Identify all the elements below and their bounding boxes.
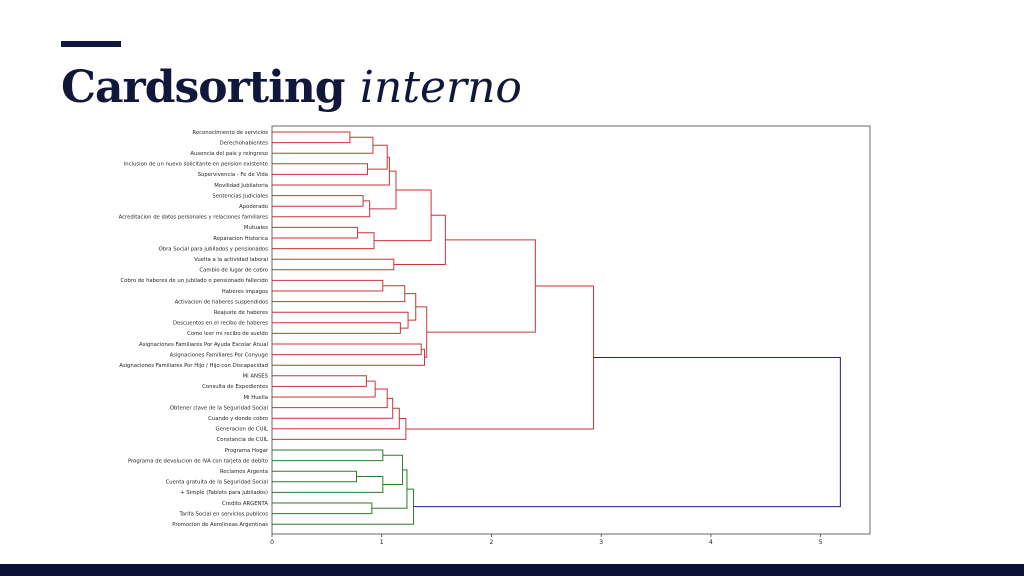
title-italic-text: interno bbox=[359, 62, 522, 113]
leaf-label: Constancia de CUIL bbox=[217, 437, 268, 443]
leaf-label: Mi Huella bbox=[243, 395, 268, 401]
leaf-label: Movilidad Jubilatoria bbox=[214, 183, 268, 189]
leaf-label: Reparacion Historica bbox=[213, 236, 268, 242]
leaf-label: Promocion de Aerolineas Argentinas bbox=[172, 522, 268, 528]
dendrogram-link bbox=[272, 200, 371, 218]
leaf-label: Mutuales bbox=[244, 225, 268, 231]
dendrogram-link bbox=[382, 454, 404, 485]
leaf-label: Credito ARGENTA bbox=[222, 501, 268, 507]
title-bold-text: Cardsorting bbox=[61, 62, 346, 113]
leaf-label: Programa de devolucion de IVA con tarjet… bbox=[128, 458, 268, 464]
leaf-label: Programa Hogar bbox=[225, 448, 269, 454]
leaf-label: Sentencias Judiciales bbox=[212, 193, 268, 199]
dendrogram-link bbox=[272, 380, 376, 398]
leaf-labels: Reconocimiento de servicios Derechohabien… bbox=[119, 130, 269, 528]
dendrogram-link bbox=[272, 388, 388, 409]
leaf-label: Activacion de haberes suspendidos bbox=[175, 299, 269, 305]
dendrogram-link bbox=[272, 279, 384, 292]
dendrogram-link bbox=[272, 163, 368, 175]
dendrogram-link bbox=[272, 418, 407, 440]
x-tick-label: 3 bbox=[599, 539, 603, 546]
title-accent-bar bbox=[61, 41, 121, 47]
x-axis: 0 1 2 3 4 5 bbox=[270, 534, 823, 546]
leaf-label: Cuenta gratuita de la Seguridad Social bbox=[166, 480, 268, 486]
x-tick-label: 2 bbox=[490, 539, 494, 546]
dendrogram-link bbox=[272, 232, 375, 250]
dendrogram-link bbox=[272, 311, 409, 329]
dendrogram-link bbox=[272, 502, 373, 515]
dendrogram-link bbox=[272, 397, 394, 419]
x-tick-label: 4 bbox=[709, 539, 713, 546]
dendrogram-link bbox=[272, 195, 364, 207]
leaf-label: Cobro de haberes de un jubilado o pensio… bbox=[120, 278, 268, 284]
dendrogram-chart: Reconocimiento de servicios Derechohabien… bbox=[119, 125, 871, 546]
dendrogram-link bbox=[272, 131, 351, 144]
leaf-label: Inclusion de un nuevo solicitante en pen… bbox=[124, 162, 268, 168]
dendrogram-link bbox=[272, 470, 357, 483]
leaf-label: Reconocimiento de servicios bbox=[192, 130, 268, 136]
dendrogram-link bbox=[272, 375, 367, 387]
dendrogram-link bbox=[272, 136, 374, 154]
leaf-label: Descuentos en el recibo de haberes bbox=[173, 321, 268, 327]
dendrogram-link bbox=[426, 239, 536, 333]
dendrogram-link bbox=[272, 343, 422, 356]
leaf-label: Tarifa Social en servicios publicos bbox=[178, 511, 268, 517]
leaf-label: Obra Social para jubilados y pensionados bbox=[159, 246, 269, 252]
dendrogram-links bbox=[272, 131, 841, 525]
dendrogram-link bbox=[272, 449, 384, 462]
leaf-label: + Simple (Tablets para jubilados) bbox=[180, 490, 268, 496]
dendrogram-link bbox=[272, 322, 401, 334]
leaf-label: Derechohabientes bbox=[220, 140, 269, 146]
dendrogram-link bbox=[272, 226, 359, 239]
dendrogram-link bbox=[272, 285, 406, 303]
leaf-label: Cuando y donde cobro bbox=[208, 416, 268, 422]
dendrogram-link bbox=[272, 258, 395, 271]
leaf-label: Acreditacion de datos personales y relac… bbox=[119, 215, 269, 221]
leaf-label: Asignaciones Familiares Por Ayuda Escola… bbox=[139, 342, 268, 348]
dendrogram-link bbox=[405, 285, 594, 430]
dendrogram-link bbox=[371, 469, 408, 509]
leaf-label: Vuelta a la actividad laboral bbox=[194, 257, 268, 263]
dendrogram-link bbox=[272, 488, 415, 525]
x-tick-label: 0 bbox=[270, 539, 274, 546]
leaf-label: Haberes impagos bbox=[222, 289, 268, 295]
dendrogram-link bbox=[272, 348, 426, 366]
leaf-label: Ausencia del pais y reingreso bbox=[190, 151, 268, 157]
slide-title: Cardsorting interno bbox=[61, 58, 522, 118]
leaf-label: Supervivencia - Fe de Vida bbox=[198, 172, 268, 178]
leaf-label: Obtener clave de la Seguridad Social bbox=[170, 405, 268, 411]
leaf-label: Reajuste de haberes bbox=[214, 310, 268, 316]
plot-frame bbox=[271, 125, 871, 535]
leaf-label: Reclamos Argenta bbox=[220, 469, 268, 475]
dendrogram-link bbox=[369, 170, 397, 210]
dendrogram-link bbox=[374, 189, 432, 242]
dendrogram-link bbox=[272, 476, 384, 493]
leaf-label: Asignaciones Familiares Por Conyuge bbox=[170, 352, 268, 358]
leaf-label: Apoderado bbox=[239, 204, 268, 210]
x-tick-label: 1 bbox=[380, 539, 384, 546]
dendrogram-link bbox=[272, 156, 390, 186]
dendrogram-link bbox=[413, 356, 841, 508]
leaf-label: Como leer mi recibo de sueldo bbox=[187, 331, 268, 337]
leaf-label: Consulta de Expedientes bbox=[202, 384, 268, 390]
x-tick-label: 5 bbox=[819, 539, 823, 546]
dendrogram-link bbox=[393, 214, 446, 265]
dendrogram-link bbox=[404, 293, 417, 321]
leaf-label: Generacion de CUIL bbox=[216, 427, 269, 433]
leaf-label: Asignaciones Familiares Por Hijo / Hijo … bbox=[119, 363, 268, 369]
bottom-band bbox=[0, 564, 1024, 576]
leaf-label: Mi ANSES bbox=[243, 374, 269, 380]
leaf-label: Cambio de lugar de cobro bbox=[199, 268, 268, 274]
dendrogram-link bbox=[367, 144, 388, 170]
